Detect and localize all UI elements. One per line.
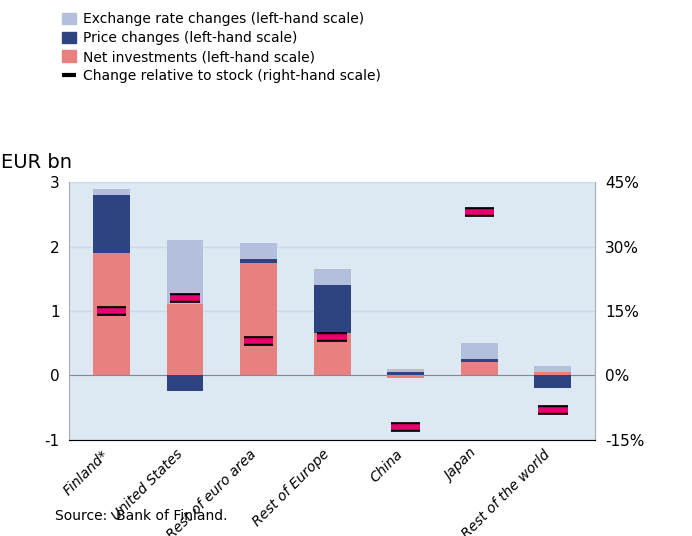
Bar bbox=[167, 304, 203, 375]
Bar bbox=[313, 285, 351, 333]
Bar bbox=[93, 195, 130, 253]
Bar bbox=[167, 240, 203, 304]
Bar bbox=[313, 269, 351, 285]
Bar bbox=[534, 372, 571, 375]
Bar bbox=[388, 372, 424, 375]
Bar bbox=[461, 343, 498, 359]
Text: Source:  Bank of Finland.: Source: Bank of Finland. bbox=[55, 509, 228, 523]
Bar bbox=[461, 362, 498, 375]
Bar bbox=[240, 259, 277, 263]
Bar bbox=[461, 359, 498, 362]
Bar bbox=[534, 366, 571, 372]
Bar bbox=[388, 369, 424, 372]
Text: EUR bn: EUR bn bbox=[1, 153, 72, 172]
Bar bbox=[167, 375, 203, 391]
Bar bbox=[388, 375, 424, 378]
Bar bbox=[240, 263, 277, 375]
Bar bbox=[313, 333, 351, 375]
Bar bbox=[534, 375, 571, 388]
Legend: Exchange rate changes (left-hand scale), Price changes (left-hand scale), Net in: Exchange rate changes (left-hand scale),… bbox=[62, 12, 381, 83]
Bar bbox=[93, 189, 130, 195]
Bar bbox=[93, 253, 130, 375]
Bar bbox=[240, 243, 277, 259]
